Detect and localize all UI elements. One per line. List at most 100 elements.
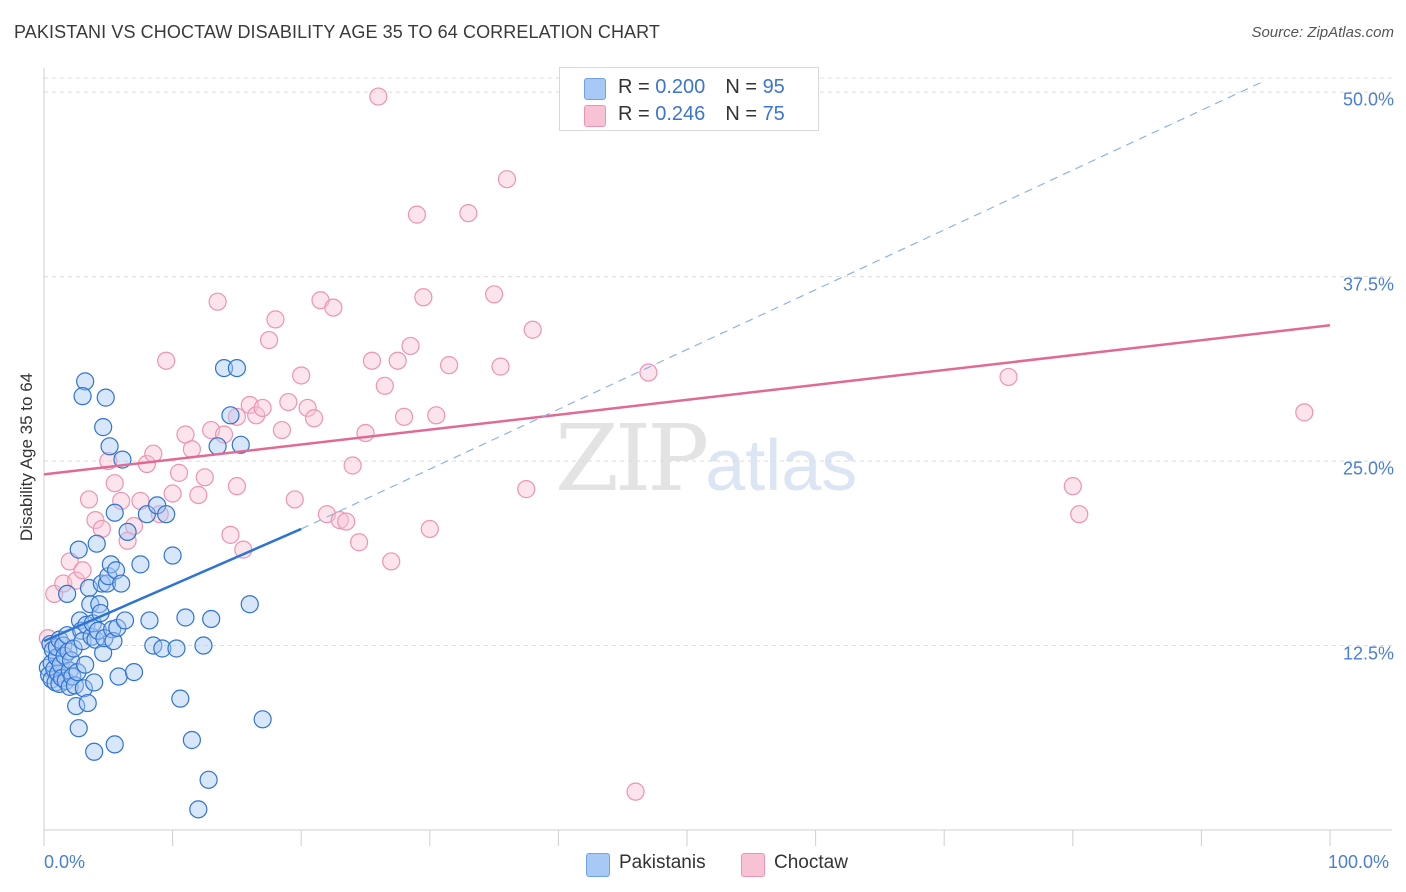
pakistanis-point [61, 651, 81, 670]
pakistanis-point [74, 679, 93, 698]
trend-lines [43, 79, 1331, 643]
choctaw-point [1070, 505, 1089, 524]
pakistanis-point [194, 636, 213, 655]
choctaw-point [407, 205, 427, 224]
choctaw-point [491, 357, 510, 376]
choctaw-point [169, 463, 189, 482]
choctaw-points [38, 87, 1314, 801]
choctaw-point [208, 292, 227, 311]
choctaw-point [459, 204, 478, 223]
choctaw-point [253, 398, 272, 418]
choctaw-trend-line [43, 324, 1331, 476]
pakistanis-point [78, 693, 97, 713]
choctaw-point [304, 409, 324, 428]
choctaw-point [1063, 477, 1082, 496]
choctaw-point [369, 87, 388, 106]
pakistanis-point [176, 608, 195, 627]
pakistanis-point [100, 437, 119, 456]
pakistanis-point [167, 639, 186, 658]
pakistanis-point [153, 639, 172, 658]
pakistanis-point [182, 730, 201, 750]
pakistanis-point [76, 372, 95, 391]
pakistanis-point [88, 621, 108, 640]
axes [43, 68, 1392, 846]
legend-swatch-pink [584, 105, 606, 127]
choctaw-point [375, 376, 394, 395]
pakistanis-point [208, 437, 227, 456]
bottom-legend-swatch-pink [741, 853, 765, 877]
choctaw-point [285, 490, 304, 509]
pakistanis-point [112, 574, 131, 593]
choctaw-point [221, 525, 240, 544]
choctaw-point [227, 407, 246, 426]
choctaw-point [292, 366, 311, 385]
legend-r-label: R = [618, 76, 656, 98]
choctaw-point [523, 320, 542, 339]
pakistanis-trend-line [43, 527, 302, 643]
choctaw-point [517, 480, 536, 499]
pakistanis-point [85, 673, 104, 692]
pakistanis-point [227, 358, 246, 378]
pakistanis-point [58, 584, 77, 603]
pakistanis-point [157, 505, 176, 524]
choctaw-point [279, 392, 298, 412]
pakistanis-trend-extension [300, 79, 1266, 530]
choctaw-point [349, 533, 369, 552]
legend-n-value: 95 [762, 76, 785, 98]
pakistanis-point [115, 611, 135, 630]
choctaw-point [388, 351, 407, 370]
choctaw-point [195, 468, 214, 487]
pakistanis-point [92, 574, 111, 593]
choctaw-point [626, 782, 645, 801]
pakistanis-point [131, 555, 150, 574]
pakistanis-point [69, 719, 88, 738]
pakistanis-point [163, 546, 182, 565]
choctaw-point [999, 367, 1018, 387]
pakistanis-point [76, 655, 95, 674]
choctaw-point [394, 407, 414, 426]
choctaw-point [214, 425, 234, 444]
bottom-legend-label: Pakistanis [619, 852, 706, 873]
y-tick-label: 25.0% [1342, 458, 1394, 479]
choctaw-point [497, 170, 517, 189]
legend-n-label: N = [725, 103, 763, 125]
pakistanis-points [38, 358, 272, 819]
y-tick-label: 37.5% [1342, 274, 1394, 295]
choctaw-point [259, 330, 279, 350]
pakistanis-point [231, 435, 250, 454]
legend-r-value: 0.200 [655, 76, 706, 98]
pakistanis-point [68, 662, 87, 682]
choctaw-point [79, 490, 99, 509]
legend-r-value: 0.246 [655, 103, 706, 125]
legend-swatch-blue [584, 78, 606, 100]
choctaw-point [485, 285, 504, 304]
pakistanis-point [105, 503, 124, 522]
choctaw-point [427, 406, 446, 425]
chart-title: PAKISTANI VS CHOCTAW DISABILITY AGE 35 T… [14, 22, 661, 42]
pakistanis-point [171, 689, 190, 708]
choctaw-point [420, 519, 439, 539]
pakistanis-point [199, 770, 218, 789]
pakistanis-point [69, 540, 88, 559]
choctaw-point [45, 584, 64, 603]
choctaw-point [401, 336, 420, 356]
legend-r-label: R = [618, 103, 656, 125]
pakistanis-point [101, 555, 120, 574]
choctaw-point [73, 561, 92, 580]
legend-n-label: N = [725, 76, 763, 98]
choctaw-point [1295, 403, 1314, 422]
choctaw-point [639, 363, 658, 382]
choctaw-point [112, 491, 131, 511]
pakistanis-point [96, 388, 115, 407]
pakistanis-point [221, 406, 240, 425]
pakistanis-point [73, 387, 92, 406]
legend: R = 0.200 N = 95 R = 0.246 N = 75 [559, 67, 819, 131]
choctaw-point [227, 477, 246, 496]
choctaw-point [272, 420, 292, 440]
choctaw-point [439, 356, 459, 375]
pakistanis-point [109, 667, 128, 686]
choctaw-point [144, 444, 163, 463]
choctaw-point [337, 512, 356, 531]
bottom-legend-label: Choctaw [774, 852, 848, 873]
pakistanis-point [140, 611, 159, 630]
